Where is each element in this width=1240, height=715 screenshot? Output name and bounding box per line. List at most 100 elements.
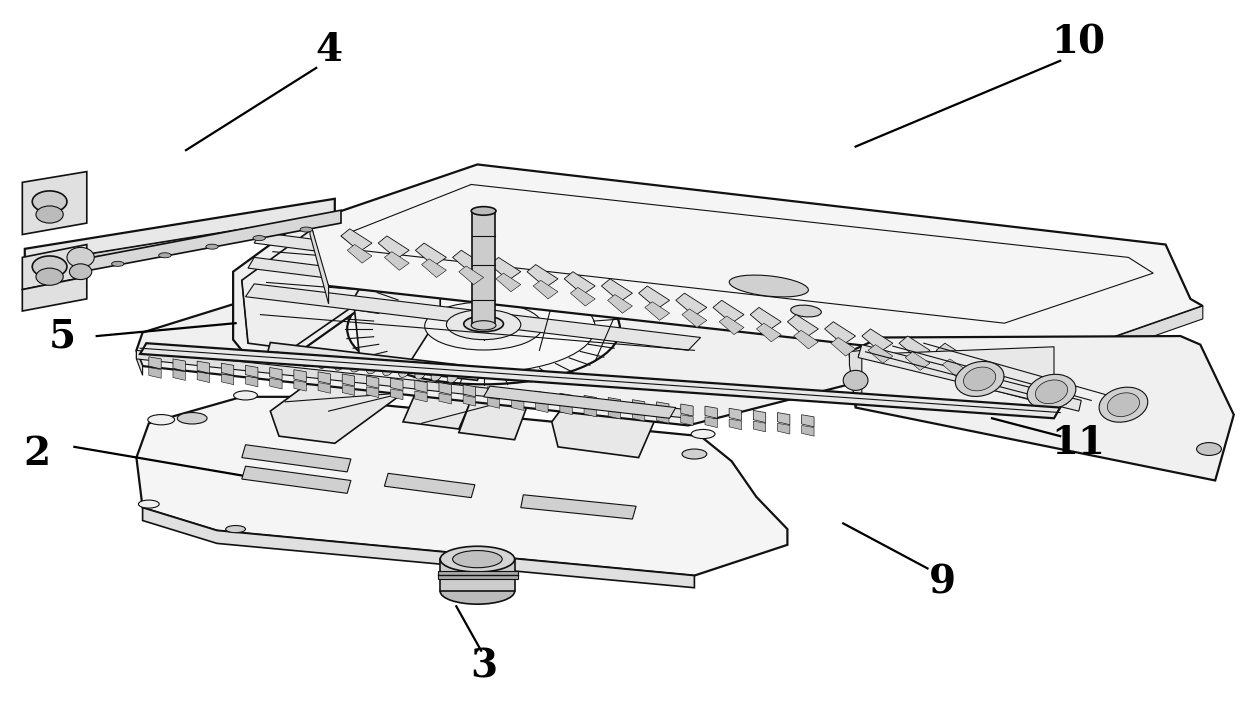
Polygon shape — [632, 410, 645, 421]
Text: 11: 11 — [1052, 424, 1106, 463]
Polygon shape — [294, 380, 306, 391]
Ellipse shape — [253, 236, 265, 241]
Polygon shape — [294, 370, 306, 382]
Polygon shape — [484, 386, 676, 418]
Polygon shape — [384, 473, 475, 498]
Polygon shape — [632, 400, 645, 412]
Polygon shape — [140, 343, 1060, 418]
Ellipse shape — [454, 399, 476, 408]
Polygon shape — [1035, 306, 1203, 378]
Polygon shape — [560, 393, 572, 405]
Polygon shape — [905, 352, 930, 370]
Polygon shape — [143, 508, 694, 588]
Text: 4: 4 — [315, 31, 342, 69]
Polygon shape — [317, 372, 330, 384]
Ellipse shape — [446, 310, 521, 340]
Polygon shape — [657, 402, 670, 414]
Ellipse shape — [319, 358, 329, 368]
Ellipse shape — [226, 526, 246, 533]
Polygon shape — [487, 398, 500, 408]
Polygon shape — [584, 406, 596, 417]
Ellipse shape — [303, 355, 312, 367]
Polygon shape — [608, 295, 632, 313]
Ellipse shape — [440, 578, 515, 604]
Polygon shape — [197, 372, 210, 383]
Polygon shape — [438, 571, 518, 579]
Ellipse shape — [36, 268, 63, 285]
Polygon shape — [367, 387, 379, 398]
Ellipse shape — [424, 302, 543, 350]
Polygon shape — [246, 376, 258, 387]
Polygon shape — [521, 495, 636, 519]
Polygon shape — [342, 385, 355, 395]
Polygon shape — [414, 391, 427, 402]
Polygon shape — [560, 404, 572, 415]
Ellipse shape — [67, 247, 94, 267]
Ellipse shape — [432, 370, 441, 381]
Polygon shape — [136, 397, 787, 576]
Polygon shape — [729, 408, 742, 420]
Polygon shape — [801, 415, 813, 427]
Polygon shape — [868, 345, 893, 363]
Polygon shape — [25, 214, 335, 268]
Polygon shape — [25, 199, 335, 265]
Polygon shape — [391, 378, 403, 390]
Ellipse shape — [791, 305, 821, 317]
Polygon shape — [242, 222, 372, 349]
Ellipse shape — [415, 368, 425, 379]
Polygon shape — [756, 323, 781, 342]
Polygon shape — [676, 293, 707, 316]
Polygon shape — [453, 250, 484, 273]
Polygon shape — [248, 257, 694, 323]
Polygon shape — [136, 280, 893, 425]
Polygon shape — [831, 337, 856, 356]
Polygon shape — [777, 413, 790, 425]
Ellipse shape — [1027, 375, 1076, 409]
Ellipse shape — [69, 264, 92, 280]
Polygon shape — [172, 359, 186, 371]
Ellipse shape — [233, 391, 258, 400]
Polygon shape — [149, 368, 161, 378]
Polygon shape — [464, 395, 476, 406]
Polygon shape — [942, 359, 967, 378]
Polygon shape — [391, 389, 403, 400]
Ellipse shape — [1035, 380, 1068, 404]
Polygon shape — [719, 316, 744, 335]
Polygon shape — [487, 387, 500, 399]
Ellipse shape — [963, 367, 996, 391]
Polygon shape — [639, 286, 670, 309]
Polygon shape — [753, 410, 765, 423]
Polygon shape — [552, 380, 657, 458]
Polygon shape — [439, 383, 451, 395]
Text: 9: 9 — [929, 563, 956, 602]
Polygon shape — [657, 413, 670, 423]
Ellipse shape — [270, 352, 280, 363]
Ellipse shape — [300, 227, 312, 232]
Polygon shape — [342, 374, 355, 386]
Polygon shape — [801, 425, 813, 436]
Polygon shape — [511, 389, 523, 401]
Ellipse shape — [471, 207, 496, 215]
Ellipse shape — [367, 363, 377, 374]
Polygon shape — [367, 376, 379, 388]
Polygon shape — [422, 259, 446, 277]
Ellipse shape — [471, 320, 496, 330]
Ellipse shape — [177, 413, 207, 424]
Ellipse shape — [1107, 393, 1140, 417]
Polygon shape — [267, 342, 481, 380]
Polygon shape — [729, 419, 742, 430]
Ellipse shape — [372, 282, 595, 373]
Ellipse shape — [383, 365, 393, 375]
Polygon shape — [536, 391, 548, 403]
Polygon shape — [341, 229, 372, 252]
Polygon shape — [254, 232, 694, 299]
Polygon shape — [645, 302, 670, 320]
Polygon shape — [403, 379, 477, 429]
Polygon shape — [353, 247, 440, 363]
Polygon shape — [825, 322, 856, 345]
Polygon shape — [787, 315, 818, 337]
Polygon shape — [270, 359, 403, 443]
Ellipse shape — [286, 354, 296, 365]
Polygon shape — [794, 330, 818, 349]
Polygon shape — [221, 374, 233, 385]
